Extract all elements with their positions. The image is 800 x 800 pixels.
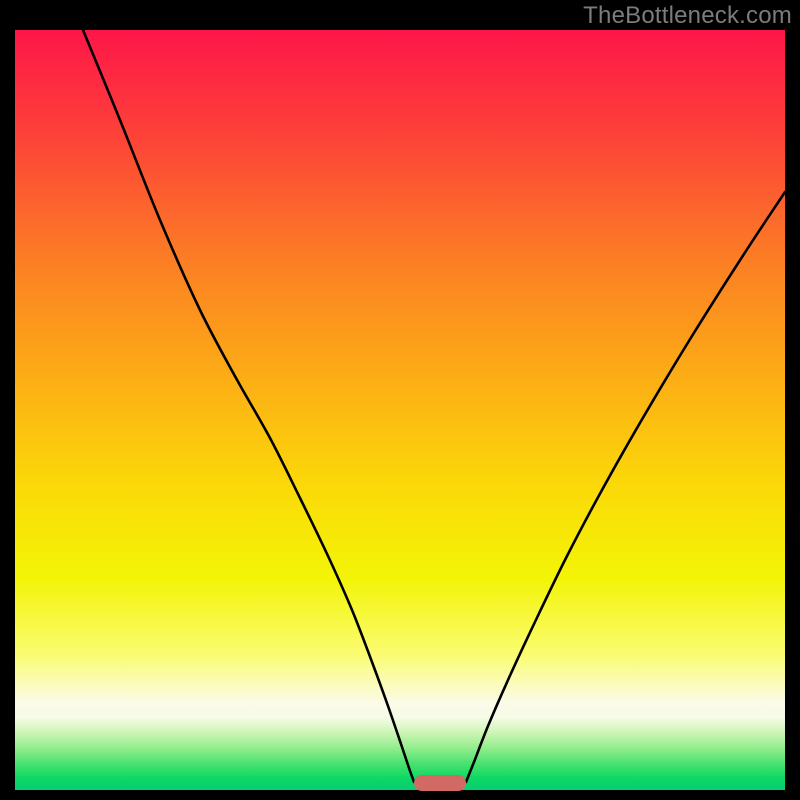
minimum-marker	[414, 775, 466, 791]
chart-svg	[0, 0, 800, 800]
watermark-text: TheBottleneck.com	[583, 2, 792, 30]
chart-stage: TheBottleneck.com	[0, 0, 800, 800]
